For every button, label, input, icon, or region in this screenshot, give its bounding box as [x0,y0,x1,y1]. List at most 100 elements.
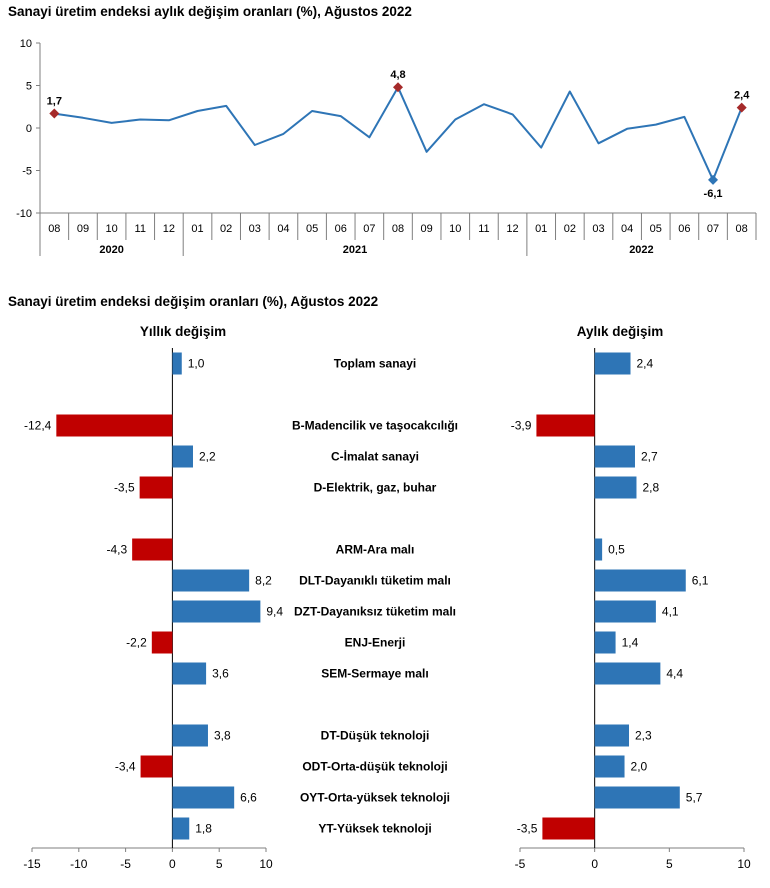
month-label: 01 [535,223,547,235]
bar [151,631,173,654]
data-label: -6,1 [704,188,723,200]
year-label: 2020 [99,244,123,256]
bar [594,786,680,809]
month-label: 03 [592,223,604,235]
bar [542,817,595,840]
x-tick-label: 0 [169,857,176,871]
month-label: 02 [220,223,232,235]
bar [172,352,182,375]
bar-value-label: 8,2 [255,574,272,588]
month-label: 07 [707,223,719,235]
bar-value-label: 1,8 [195,822,212,836]
bar [594,662,661,685]
data-label: 4,8 [390,69,405,81]
bar [56,414,173,437]
category-label: DLT-Dayanıklı tüketim malı [299,574,451,588]
x-tick-label: -10 [70,857,88,871]
month-label: 12 [506,223,518,235]
data-point-marker [49,108,60,119]
month-label: 06 [678,223,690,235]
y-tick-label: -5 [22,166,32,178]
bar-value-label: 4,1 [662,605,679,619]
bar-value-label: 6,1 [692,574,709,588]
category-label: SEM-Sermaye malı [321,667,428,681]
category-label: DT-Düşük teknoloji [321,729,430,743]
bar [132,538,173,561]
data-point-marker [393,82,403,93]
bar-value-label: 1,0 [188,357,205,371]
year-label: 2022 [629,244,653,256]
category-label: B-Madencilik ve taşocakcılığı [292,419,458,433]
month-label: 01 [191,223,203,235]
bar-value-label: 1,4 [622,636,639,650]
bar [594,352,631,375]
month-label: 08 [392,223,404,235]
bar-value-label: -2,2 [126,636,147,650]
y-tick-label: 5 [26,81,32,93]
bar [172,786,235,809]
bar [140,755,173,778]
month-label: 08 [48,223,60,235]
series-line [54,86,743,181]
month-label: 04 [621,223,633,235]
bar [172,817,190,840]
category-label: YT-Yüksek teknoloji [318,822,431,836]
month-label: 12 [163,223,175,235]
y-tick-label: -10 [16,208,32,220]
bar [594,569,686,592]
bar-value-label: 2,8 [642,481,659,495]
bar-value-label: 2,7 [641,450,658,464]
change-bar-chart: Toplam sanayi B-Madencilik ve taşocakcılı… [23,348,751,871]
month-label: 09 [77,223,89,235]
bar [172,600,261,623]
bar [594,631,616,654]
month-label: 03 [249,223,261,235]
data-point-marker [708,174,719,185]
bar-value-label: 5,7 [686,791,703,805]
x-tick-label: -15 [23,857,41,871]
bar [594,755,625,778]
category-label: DZT-Dayanıksız tüketim malı [294,605,456,619]
category-label: D-Elektrik, gaz, buhar [314,481,437,495]
category-label: ENJ-Enerji [345,636,406,650]
x-tick-label: -5 [515,857,526,871]
bar-value-label: 0,5 [608,543,625,557]
bar-value-label: 3,8 [214,729,231,743]
bar-value-label: 2,4 [637,357,654,371]
bar [139,476,173,499]
month-label: 11 [135,223,146,235]
x-tick-label: 10 [737,857,751,871]
month-label: 04 [277,223,289,235]
month-label: 10 [105,223,117,235]
y-tick-label: 0 [26,123,32,135]
bar-value-label: -3,9 [511,419,532,433]
y-tick-label: 10 [20,38,32,50]
bar [594,538,603,561]
category-label: ODT-Orta-düşük teknoloji [302,760,447,774]
month-label: 05 [650,223,662,235]
x-tick-label: 5 [216,857,223,871]
month-label: 10 [449,223,461,235]
month-label: 08 [736,223,748,235]
bar-value-label: 4,4 [666,667,683,681]
bar [172,569,250,592]
month-label: 09 [421,223,433,235]
month-label: 07 [363,223,375,235]
bar [536,414,595,437]
bar-value-label: 2,3 [635,729,652,743]
x-tick-label: -5 [120,857,131,871]
bar [172,662,207,685]
bar-chart-title: Sanayi üretim endeksi değişim oranları (… [8,294,378,309]
bar-value-label: 9,4 [266,605,283,619]
yearly-panel-title: Yıllık değişim [140,324,226,339]
bar [594,600,656,623]
category-label: Toplam sanayi [334,357,416,371]
month-label: 11 [478,223,489,235]
bar [594,724,630,747]
bar [594,476,637,499]
bar-value-label: -4,3 [106,543,127,557]
data-label: 1,7 [47,96,62,108]
bar-value-label: 6,6 [240,791,257,805]
